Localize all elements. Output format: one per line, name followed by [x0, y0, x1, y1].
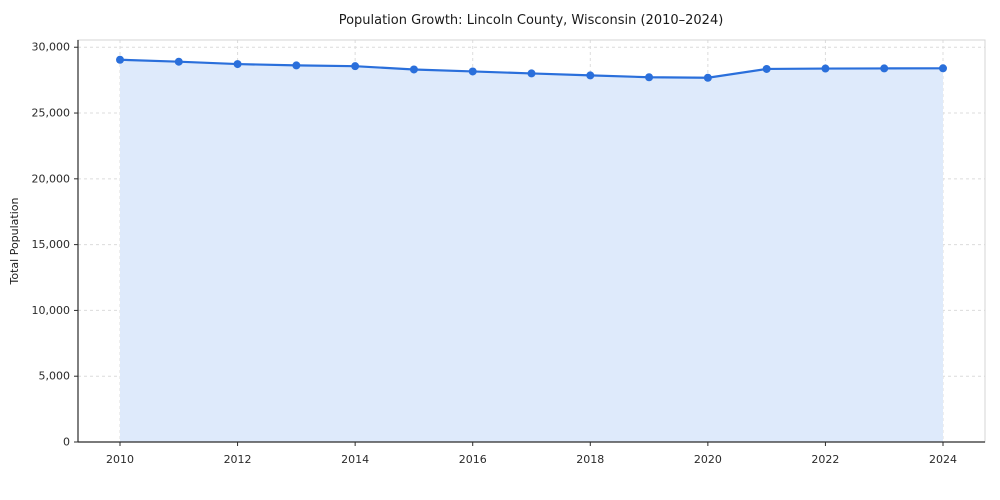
- data-point: [645, 73, 654, 82]
- data-point: [174, 57, 183, 66]
- y-tick-label: 0: [63, 436, 70, 449]
- data-point: [233, 60, 242, 69]
- x-tick-label: 2020: [694, 453, 722, 466]
- data-point: [468, 67, 477, 76]
- plot-area: 2010 2012 2014 2016 2018 2020 2022 2024 0 5,000 10…: [32, 39, 986, 466]
- data-point: [762, 64, 771, 73]
- data-point: [409, 65, 418, 74]
- x-tick-label: 2022: [811, 453, 839, 466]
- data-point: [586, 71, 595, 80]
- x-tick-label: 2012: [224, 453, 252, 466]
- y-tick-label: 10,000: [32, 304, 71, 317]
- y-tick-label: 30,000: [32, 41, 71, 54]
- x-tick-label: 2010: [106, 453, 134, 466]
- y-tick-label: 25,000: [32, 107, 71, 120]
- y-tick-label: 20,000: [32, 172, 71, 185]
- chart-title: Population Growth: Lincoln County, Wisco…: [339, 13, 724, 28]
- x-tick-label: 2018: [576, 453, 604, 466]
- data-point: [351, 62, 360, 71]
- data-point: [880, 64, 889, 73]
- data-point: [527, 69, 536, 78]
- y-axis-label: Total Population: [8, 197, 21, 285]
- x-tick-label: 2014: [341, 453, 369, 466]
- area-fill: [120, 59, 943, 443]
- data-point: [703, 73, 712, 82]
- data-point: [821, 64, 830, 73]
- data-point: [116, 55, 124, 64]
- y-tick-label: 5,000: [39, 370, 71, 383]
- y-tick-label: 15,000: [32, 238, 71, 251]
- data-point: [292, 61, 301, 70]
- x-tick-label: 2024: [929, 453, 957, 466]
- x-tick-label: 2016: [459, 453, 487, 466]
- data-point: [939, 64, 947, 73]
